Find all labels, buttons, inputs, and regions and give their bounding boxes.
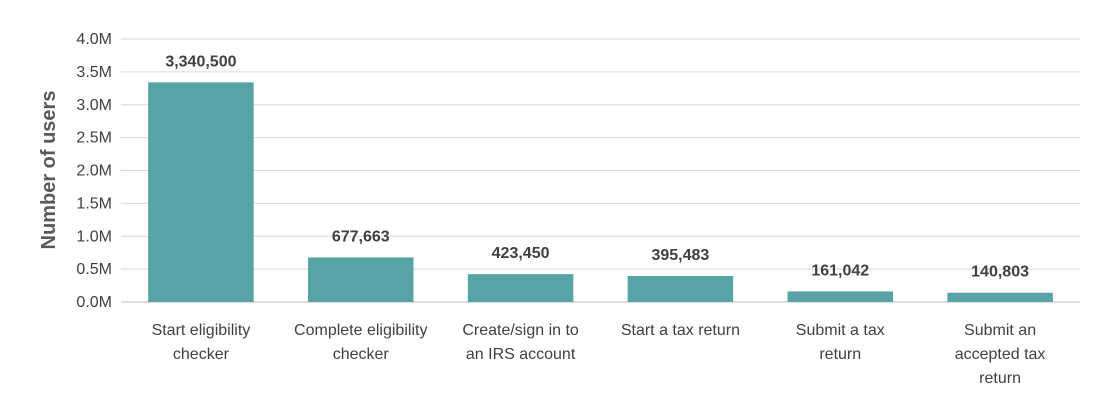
y-tick-label: 3.0M [76, 97, 112, 114]
y-tick-label: 4.0M [76, 31, 112, 48]
y-tick-label: 1.5M [76, 195, 112, 212]
x-category-label: Create/sign in to an IRS account [462, 322, 579, 363]
bar [148, 82, 254, 302]
x-category-label: Submit an accepted tax return [955, 322, 1046, 387]
y-tick-label: 0.5M [76, 261, 112, 278]
data-labels: 3,340,500 677,663 423,450 395,483 161,042 140… [165, 53, 1029, 280]
data-label: 677,663 [332, 228, 390, 245]
category-labels: Start eligibility checker Complete eligibi… [152, 322, 1046, 387]
data-label: 161,042 [811, 262, 869, 279]
bars [148, 82, 1053, 302]
bar [627, 275, 734, 302]
data-label: 3,340,500 [165, 53, 236, 70]
gridlines [121, 38, 1080, 303]
bar [308, 257, 414, 302]
data-label: 423,450 [492, 245, 550, 262]
y-tick-label: 1.0M [76, 228, 112, 245]
data-label: 140,803 [971, 264, 1029, 281]
x-category-label: Submit a tax return [796, 322, 885, 363]
y-axis-title: Number of users [38, 91, 60, 250]
y-tick-label: 3.5M [76, 64, 112, 81]
y-axis-ticks: 0.0M 0.5M 1.0M 1.5M 2.0M 2.5M 3.0M 3.5M 4.0M [76, 31, 112, 311]
x-category-label: Start eligibility checker [152, 322, 251, 363]
x-category-label: Complete eligibility checker [294, 322, 427, 363]
bar [467, 274, 574, 302]
y-tick-label: 0.0M [76, 294, 112, 311]
y-tick-label: 2.5M [76, 130, 112, 147]
bar [947, 292, 1053, 302]
y-tick-label: 2.0M [76, 163, 112, 180]
x-category-label: Start a tax return [621, 322, 740, 339]
data-label: 395,483 [651, 247, 709, 264]
bar [787, 291, 893, 302]
